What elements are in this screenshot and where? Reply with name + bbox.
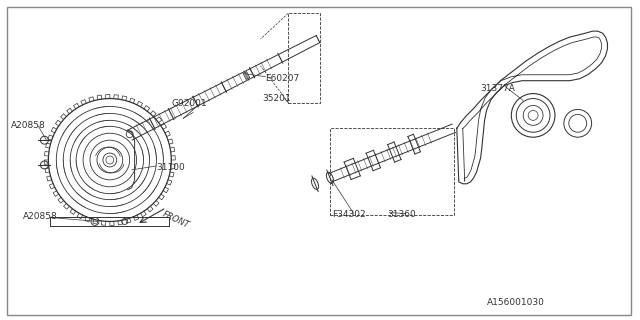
Text: A156001030: A156001030 [486,298,545,307]
Bar [330,128,454,214]
Text: 31377A: 31377A [481,84,515,92]
Text: A20858: A20858 [11,121,45,130]
Text: FRONT: FRONT [161,209,191,230]
Text: 35201: 35201 [262,93,291,102]
Text: A20858: A20858 [22,212,58,221]
Text: G92001: G92001 [172,100,207,108]
Bar [288,13,320,102]
Text: E60207: E60207 [266,74,300,83]
Bar [243,72,250,80]
Text: 31100: 31100 [156,163,185,172]
Text: F34302: F34302 [332,211,365,220]
Text: 31360: 31360 [387,211,416,220]
